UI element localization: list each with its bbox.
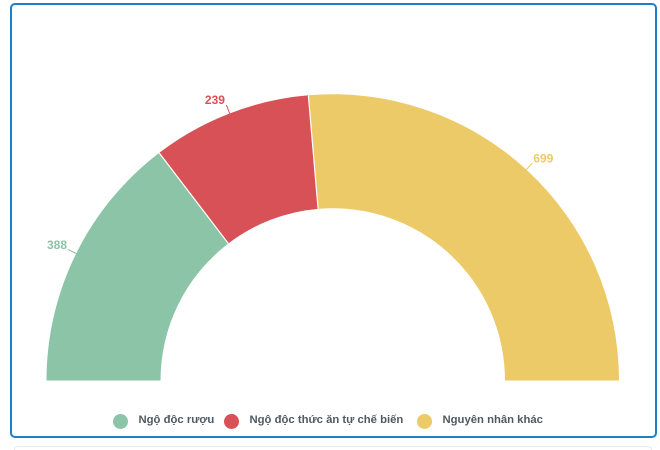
svg-text:699: 699: [533, 152, 553, 166]
svg-text:388: 388: [47, 238, 67, 252]
svg-text:239: 239: [205, 93, 225, 107]
